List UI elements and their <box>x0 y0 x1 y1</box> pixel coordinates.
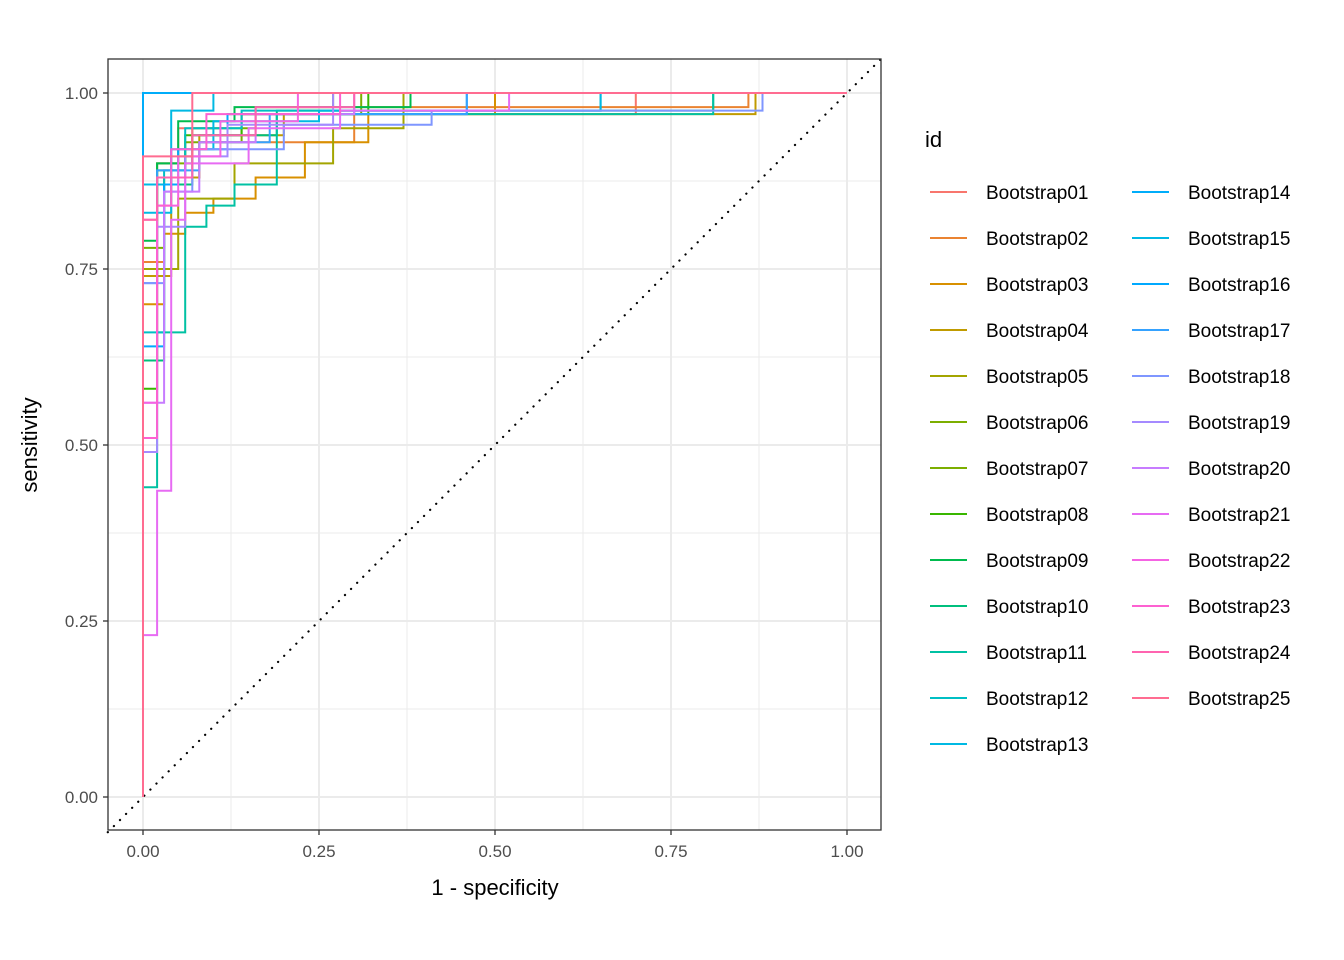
legend-item: Bootstrap07 <box>930 459 1088 480</box>
legend-label: Bootstrap22 <box>1188 551 1290 572</box>
legend-label: Bootstrap15 <box>1188 229 1290 250</box>
legend-item: Bootstrap12 <box>930 689 1088 710</box>
legend-item: Bootstrap02 <box>930 229 1088 250</box>
roc-curve-bootstrap25 <box>142 92 847 797</box>
y-tick-label: 0.50 <box>65 436 98 455</box>
x-axis: 0.00 0.25 0.50 0.75 1.00 <box>126 830 864 861</box>
legend-item: Bootstrap01 <box>930 183 1088 204</box>
legend-label: Bootstrap02 <box>986 229 1088 250</box>
legend-title: id <box>925 127 942 152</box>
legend-item: Bootstrap11 <box>930 643 1087 664</box>
legend-label: Bootstrap14 <box>1188 183 1291 204</box>
y-axis: 0.00 0.25 0.50 0.75 1.00 <box>65 84 108 807</box>
legend-label: Bootstrap11 <box>986 643 1087 664</box>
legend-item: Bootstrap22 <box>1132 551 1290 572</box>
x-tick-label: 0.25 <box>302 842 335 861</box>
legend-item: Bootstrap20 <box>1132 459 1290 480</box>
legend-label: Bootstrap04 <box>986 321 1089 342</box>
legend-label: Bootstrap05 <box>986 367 1088 388</box>
legend-item: Bootstrap17 <box>1132 321 1290 342</box>
diagonal-reference-line <box>106 56 884 834</box>
legend: Bootstrap01 Bootstrap02 Bootstrap03 Bootstr… <box>930 183 1291 756</box>
legend-label: Bootstrap16 <box>1188 275 1290 296</box>
legend-item: Bootstrap04 <box>930 321 1089 342</box>
legend-label: Bootstrap19 <box>1188 413 1290 434</box>
legend-item: Bootstrap10 <box>930 597 1088 618</box>
x-axis-title: 1 - specificity <box>431 875 558 900</box>
legend-item: Bootstrap03 <box>930 275 1088 296</box>
legend-item: Bootstrap16 <box>1132 275 1290 296</box>
legend-item: Bootstrap21 <box>1132 505 1290 526</box>
x-tick-label: 0.00 <box>126 842 159 861</box>
legend-item: Bootstrap18 <box>1132 367 1290 388</box>
legend-label: Bootstrap03 <box>986 275 1088 296</box>
x-tick-label: 0.75 <box>654 842 687 861</box>
legend-label: Bootstrap06 <box>986 413 1088 434</box>
legend-item: Bootstrap19 <box>1132 413 1290 434</box>
legend-item: Bootstrap09 <box>930 551 1088 572</box>
legend-item: Bootstrap23 <box>1132 597 1290 618</box>
x-tick-label: 0.50 <box>478 842 511 861</box>
x-tick-label: 1.00 <box>830 842 863 861</box>
y-tick-label: 0.75 <box>65 260 98 279</box>
legend-label: Bootstrap10 <box>986 597 1088 618</box>
roc-curve-bootstrap15 <box>142 92 847 797</box>
roc-curve-bootstrap21 <box>142 92 847 797</box>
legend-item: Bootstrap08 <box>930 505 1088 526</box>
legend-item: Bootstrap06 <box>930 413 1088 434</box>
legend-label: Bootstrap12 <box>986 689 1088 710</box>
legend-label: Bootstrap08 <box>986 505 1088 526</box>
legend-label: Bootstrap17 <box>1188 321 1290 342</box>
legend-item: Bootstrap13 <box>930 735 1088 756</box>
legend-label: Bootstrap24 <box>1188 643 1291 664</box>
y-tick-label: 1.00 <box>65 84 98 103</box>
legend-label: Bootstrap09 <box>986 551 1088 572</box>
legend-label: Bootstrap23 <box>1188 597 1290 618</box>
legend-label: Bootstrap18 <box>1188 367 1290 388</box>
legend-item: Bootstrap05 <box>930 367 1088 388</box>
legend-label: Bootstrap13 <box>986 735 1088 756</box>
y-tick-label: 0.00 <box>65 788 98 807</box>
roc-curve-bootstrap09 <box>142 92 847 797</box>
diagonal-line <box>106 56 884 834</box>
legend-item: Bootstrap25 <box>1132 689 1290 710</box>
legend-label: Bootstrap07 <box>986 459 1088 480</box>
legend-item: Bootstrap14 <box>1132 183 1291 204</box>
y-axis-title: sensitivity <box>17 397 42 492</box>
legend-label: Bootstrap20 <box>1188 459 1290 480</box>
legend-item: Bootstrap15 <box>1132 229 1290 250</box>
legend-label: Bootstrap21 <box>1188 505 1290 526</box>
series-lines <box>142 92 847 797</box>
legend-label: Bootstrap01 <box>986 183 1088 204</box>
legend-item: Bootstrap24 <box>1132 643 1291 664</box>
y-tick-label: 0.25 <box>65 612 98 631</box>
legend-label: Bootstrap25 <box>1188 689 1290 710</box>
